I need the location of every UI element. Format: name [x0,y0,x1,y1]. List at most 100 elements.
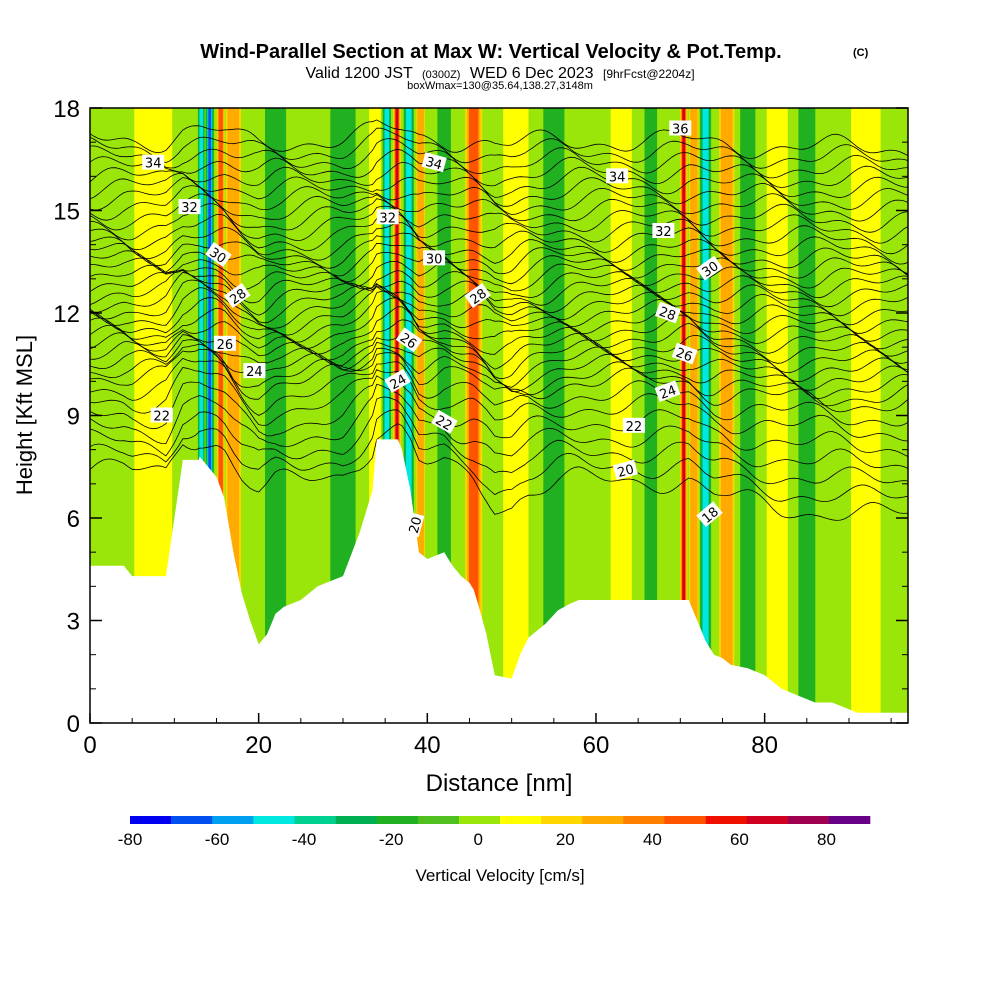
y-tick-label: 0 [67,711,80,738]
isentrope-label-box [622,417,645,433]
subtitle-forecast: [9hrFcst@2204z] [603,67,695,81]
velocity-band [702,108,709,723]
isentrope-line [90,251,908,299]
x-tick-label: 80 [751,732,778,759]
y-tick-label: 12 [53,301,80,328]
colorbar-swatch [130,816,172,824]
velocity-band [610,108,632,723]
isentrope-label-box [142,154,165,170]
velocity-band [218,108,223,723]
velocity-band [369,108,381,723]
isentrope-label-box [652,223,675,238]
velocity-band [199,108,204,723]
isentrope-label-box [384,368,411,393]
isentrope-line [90,270,908,317]
terrain [90,439,908,723]
isentrope-label: 34 [142,154,165,172]
isentrope-label-text: 24 [658,383,679,403]
isentrope-line [90,306,908,374]
subtitle-valid: Valid 1200 JST [305,65,413,82]
colorbar-swatch [417,816,460,824]
velocity-band [720,108,733,723]
isentrope-label-text: 34 [145,157,162,172]
isentrope-label-box [376,209,399,225]
isentrope-label-box [421,152,447,173]
isentrope-label: 32 [178,199,201,216]
velocity-band [690,108,698,723]
isentrope-line [90,222,908,275]
y-tick-label: 18 [53,96,80,123]
colorbar-swatch [212,816,254,824]
colorbar-label: Vertical Velocity [cm/s] [415,866,584,885]
colorbar-swatch [746,816,789,824]
isentrope-label-text: 24 [246,365,263,380]
velocity-band [851,108,881,723]
colorbar-swatch [376,816,419,824]
colorbar-swatch [705,816,747,824]
colorbar-tick-label: 40 [643,830,662,849]
isentrope-label-box [205,242,232,267]
isentrope-line [90,232,908,279]
isentrope-label: 20 [404,512,426,538]
chart-title-mark: (C) [853,47,869,59]
isentrope-lines [90,119,908,521]
colorbar-tick-label: -20 [379,830,404,849]
isentrope-label: 24 [243,363,266,380]
isentrope-line [90,279,908,342]
isentrope-label-box [696,255,723,281]
isentrope-line [90,177,908,222]
x-tick-label: 40 [414,732,441,759]
colorbar-tick-label: 60 [730,830,749,849]
isentrope-label: 34 [606,168,629,185]
isentrope-label-box [654,380,681,402]
isentrope-line [90,213,908,265]
isentrope-line [90,367,908,442]
isentrope-label: 26 [671,342,698,366]
isentrope-label-box [423,250,446,266]
velocity-band [227,108,240,723]
isentrope-label-text: 22 [433,413,455,434]
subtitle-date: WED 6 Dec 2023 [470,65,594,82]
velocity-band [543,108,565,723]
chart-subtitle: Valid 1200 JST (0300Z) WED 6 Dec 2023 [9… [305,65,694,82]
subtitle-utc: (0300Z) [422,69,461,81]
y-tick-label: 6 [67,506,80,533]
plot-area: 3432302826242232343026242228203634323028… [90,108,908,723]
isentrope-line [90,119,908,160]
isentrope-label-text: 36 [672,123,689,138]
isentrope-label-text: 32 [181,201,198,216]
velocity-band [503,108,529,723]
isentrope-line [90,383,908,469]
isentrope-line [90,343,908,407]
isentrope-line [90,297,908,364]
colorbar-tick-label: -60 [205,830,230,849]
isentrope-label-text: 26 [674,346,695,366]
isentrope-line [90,348,908,413]
colorbar-swatch [664,816,706,824]
velocity-band [644,108,658,723]
y-tick-label: 15 [53,199,80,226]
y-tick-label: 9 [67,404,80,431]
colorbar-swatch [253,816,295,824]
isentrope-line [90,193,908,244]
isentrope-line [90,423,908,521]
isentrope-label-box [150,407,173,423]
isentrope-label-box [224,283,251,308]
x-axis-label: Distance [nm] [426,770,573,797]
isentrope-line [90,260,908,308]
isentrope-label-box [431,409,458,434]
isentrope-label-box [669,120,692,136]
isentrope-line [90,148,908,188]
velocity-band [395,108,399,723]
isentrope-label: 32 [376,209,399,226]
y-tick-label: 3 [67,609,80,636]
isentrope-label: 22 [622,417,645,435]
isentrope-line [90,334,908,391]
colorbar-swatch [500,816,542,824]
colorbar-swatch [541,816,583,824]
isentrope-label-text: 24 [388,372,410,393]
colorbar-tick-label: 80 [817,830,836,849]
isentrope-label: 22 [150,407,173,425]
isentrope-label: 24 [654,380,681,403]
